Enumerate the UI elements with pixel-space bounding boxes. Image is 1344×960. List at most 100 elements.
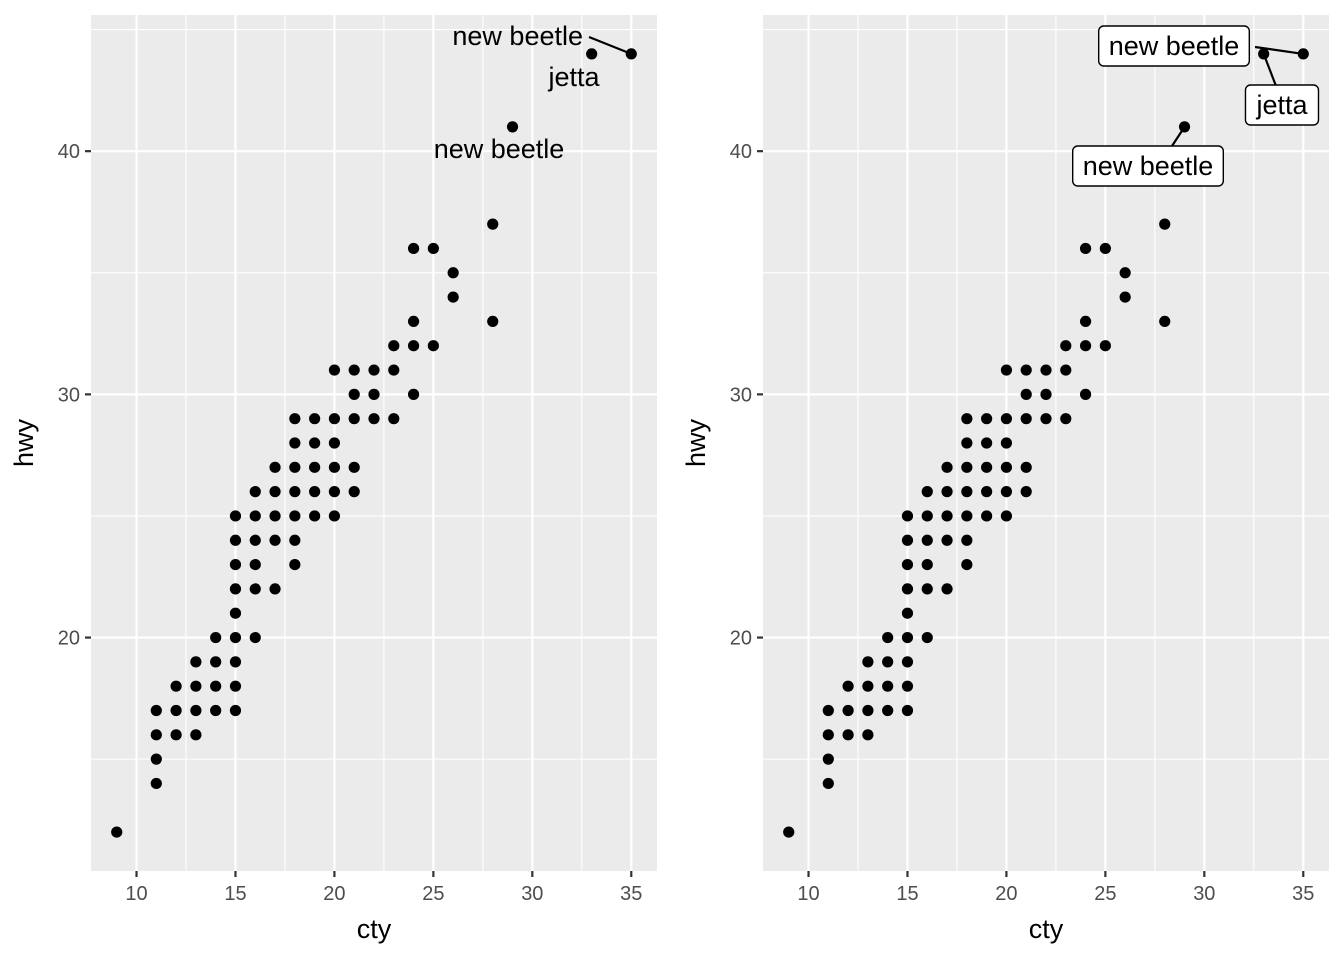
data-point xyxy=(822,704,834,717)
data-point xyxy=(822,729,834,741)
data-point xyxy=(348,413,360,425)
data-point xyxy=(368,388,380,400)
data-point xyxy=(1020,388,1032,400)
data-point xyxy=(961,510,973,522)
data-point xyxy=(506,121,519,133)
data-point xyxy=(150,777,162,790)
data-point xyxy=(249,558,261,571)
data-point xyxy=(961,413,973,425)
data-point xyxy=(348,388,360,400)
annotation-box xyxy=(1244,84,1320,126)
data-point xyxy=(388,364,400,376)
data-point xyxy=(981,510,993,522)
data-point xyxy=(1020,364,1032,376)
data-point xyxy=(1079,340,1092,352)
y-axis-title: hwy xyxy=(681,418,711,467)
data-point xyxy=(170,704,182,717)
data-point xyxy=(901,583,914,595)
data-point xyxy=(1060,413,1072,425)
data-point xyxy=(1079,242,1092,255)
data-point xyxy=(981,413,993,425)
data-point xyxy=(388,413,400,425)
data-point xyxy=(249,631,261,644)
data-point xyxy=(882,680,894,692)
annotation-label: jetta xyxy=(547,62,600,92)
data-point xyxy=(1040,364,1052,376)
data-point xyxy=(328,461,341,473)
data-point xyxy=(783,826,795,838)
data-point xyxy=(901,607,914,619)
data-point xyxy=(981,461,993,473)
plot-background xyxy=(763,15,1329,871)
data-point xyxy=(427,242,439,255)
y-tick-label: 20 xyxy=(730,628,752,650)
data-point xyxy=(961,486,973,498)
data-point xyxy=(407,388,420,400)
data-point xyxy=(229,510,242,522)
data-point xyxy=(921,631,933,644)
data-point xyxy=(882,631,894,644)
data-point xyxy=(368,413,380,425)
data-point xyxy=(289,413,301,425)
data-point xyxy=(170,680,182,692)
data-point xyxy=(625,48,637,60)
data-point xyxy=(388,340,400,352)
data-point xyxy=(586,48,598,60)
data-point xyxy=(348,461,360,473)
data-point xyxy=(407,315,420,328)
data-point xyxy=(1119,291,1131,303)
data-point xyxy=(328,486,341,498)
data-point xyxy=(862,656,874,668)
data-point xyxy=(210,656,222,668)
data-point xyxy=(269,583,281,595)
data-point xyxy=(901,704,914,717)
data-point xyxy=(1119,267,1131,279)
data-point xyxy=(981,486,993,498)
data-point xyxy=(941,486,953,498)
data-point xyxy=(289,510,301,522)
x-tick-label: 10 xyxy=(797,883,819,905)
data-point xyxy=(1178,121,1191,133)
data-point xyxy=(447,291,459,303)
data-point xyxy=(249,583,261,595)
data-point xyxy=(348,486,360,498)
data-point xyxy=(328,437,341,449)
data-point xyxy=(882,704,894,717)
data-point xyxy=(901,510,914,522)
data-point xyxy=(309,413,321,425)
data-point xyxy=(842,680,854,692)
data-point xyxy=(289,558,301,571)
x-axis-title: cty xyxy=(1029,914,1064,944)
data-point xyxy=(249,534,261,546)
scatter-panel-text-labels: 10 15 20 25 30 35 20 30 40 cty hwy new beetle jetta n… xyxy=(9,15,657,944)
data-point xyxy=(882,656,894,668)
data-point xyxy=(921,583,933,595)
data-point xyxy=(1000,510,1013,522)
y-axis-title: hwy xyxy=(9,418,39,467)
data-point xyxy=(289,437,301,449)
data-point xyxy=(407,340,420,352)
data-point xyxy=(1060,364,1072,376)
data-point xyxy=(229,607,242,619)
data-point xyxy=(328,413,341,425)
data-point xyxy=(981,437,993,449)
data-point xyxy=(862,729,874,741)
data-point xyxy=(862,680,874,692)
data-point xyxy=(901,534,914,546)
data-point xyxy=(229,534,242,546)
data-point xyxy=(862,704,874,717)
data-point xyxy=(150,729,162,741)
data-point xyxy=(368,364,380,376)
data-point xyxy=(309,486,321,498)
data-point xyxy=(1060,340,1072,352)
data-point xyxy=(1258,48,1270,60)
data-point xyxy=(229,656,242,668)
x-tick-label: 20 xyxy=(323,883,345,905)
data-point xyxy=(309,461,321,473)
x-tick-label: 20 xyxy=(995,883,1017,905)
data-point xyxy=(1159,315,1171,328)
data-point xyxy=(961,461,973,473)
data-point xyxy=(1079,388,1092,400)
plot-background xyxy=(91,15,657,871)
